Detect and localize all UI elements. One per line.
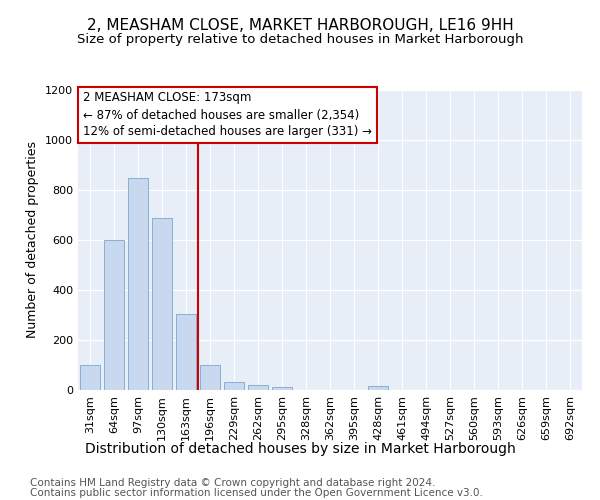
Text: Contains HM Land Registry data © Crown copyright and database right 2024.: Contains HM Land Registry data © Crown c… bbox=[30, 478, 436, 488]
Y-axis label: Number of detached properties: Number of detached properties bbox=[26, 142, 40, 338]
Bar bbox=[224, 382, 244, 390]
Bar bbox=[200, 365, 220, 390]
Text: Distribution of detached houses by size in Market Harborough: Distribution of detached houses by size … bbox=[85, 442, 515, 456]
Text: 2, MEASHAM CLOSE, MARKET HARBOROUGH, LE16 9HH: 2, MEASHAM CLOSE, MARKET HARBOROUGH, LE1… bbox=[86, 18, 514, 32]
Bar bbox=[104, 240, 124, 390]
Text: Size of property relative to detached houses in Market Harborough: Size of property relative to detached ho… bbox=[77, 32, 523, 46]
Bar bbox=[176, 314, 196, 390]
Bar bbox=[80, 365, 100, 390]
Bar bbox=[272, 387, 292, 390]
Text: 2 MEASHAM CLOSE: 173sqm
← 87% of detached houses are smaller (2,354)
12% of semi: 2 MEASHAM CLOSE: 173sqm ← 87% of detache… bbox=[83, 92, 372, 138]
Bar bbox=[152, 218, 172, 390]
Bar bbox=[368, 386, 388, 390]
Text: Contains public sector information licensed under the Open Government Licence v3: Contains public sector information licen… bbox=[30, 488, 483, 498]
Bar bbox=[128, 178, 148, 390]
Bar bbox=[248, 384, 268, 390]
